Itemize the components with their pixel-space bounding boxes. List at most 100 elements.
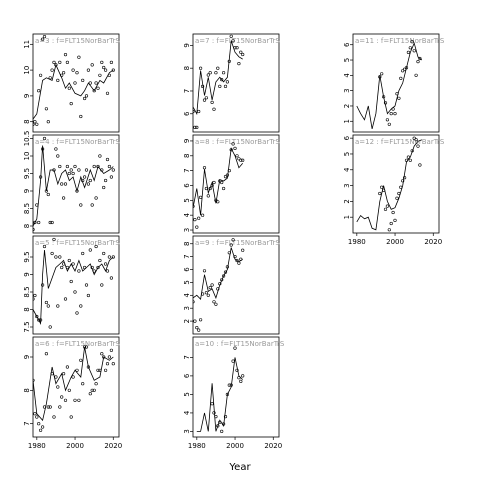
data-point [75,311,79,315]
data-point [38,428,43,432]
data-point [399,185,403,189]
data-point [46,405,50,409]
data-point [222,186,226,191]
data-point [33,120,37,124]
data-point [201,292,205,296]
data-point [378,75,382,79]
data-point [35,314,39,319]
data-point [60,395,64,399]
data-point [109,348,113,352]
data-point [37,318,41,322]
data-point [81,382,85,386]
data-point [71,171,75,176]
data-point [383,101,388,105]
data-point [235,46,239,50]
data-point [92,388,96,392]
data-point [69,279,73,284]
data-point [105,157,110,162]
data-point [201,84,205,88]
data-point [403,176,407,180]
data-point [88,392,92,396]
data-point [387,122,391,126]
y-tick-label: 1 [343,119,351,123]
panel-title: a=7 : f=FLT15NorBarTrS [195,37,280,45]
y-tick-label: 8 [23,388,31,392]
data-point [416,59,420,64]
data-point [107,255,111,259]
data-point [237,61,241,66]
data-point [199,318,203,322]
data-point [65,60,69,65]
data-point [42,244,47,249]
data-point [94,196,98,200]
y-tick-label: 6 [343,135,351,140]
y-tick-label: 7 [23,421,31,425]
data-point [225,173,229,177]
data-point [204,96,208,100]
data-point [237,376,241,380]
data-point [88,248,92,252]
panel-a-7: a=7 : f=FLT15NorBarTrS 6 7 8 9 [183,33,280,133]
panel-frame [352,33,440,133]
y-tick-label: 4 [183,212,191,217]
y-tick-label: 11 [23,40,31,49]
data-point [88,178,92,183]
data-point [231,359,235,363]
data-point [391,210,395,215]
y-tick-label: 2 [343,199,351,203]
data-point [90,203,94,207]
series-line [196,357,243,432]
data-point [40,425,45,429]
data-point [195,225,199,229]
data-point [220,180,224,185]
y-tick-label: 5 [343,152,351,156]
series-line [193,147,244,216]
data-point [33,220,37,225]
y-tick-label: 6 [183,183,191,188]
data-point [239,257,243,261]
data-point [84,94,89,98]
data-point [61,372,66,376]
data-point [412,136,416,140]
panel-a-11: a=11 : f=FLT15NorBarTrS 1 2 3 4 5 6 [343,33,445,133]
data-point [52,60,56,65]
data-point [404,158,409,162]
data-point [96,164,100,169]
y-tick-label: 7 [183,355,191,359]
data-point [233,46,237,50]
panel-frame [192,235,280,335]
data-point [241,248,245,252]
data-point [241,158,245,162]
data-point [202,98,207,102]
data-point [33,122,35,126]
data-point [98,73,102,77]
data-point [233,146,237,150]
data-point [403,67,407,71]
data-point [193,300,195,304]
data-point [44,300,49,305]
data-point [84,283,89,287]
data-point [73,290,77,294]
y-tick-label: 5 [343,58,351,62]
data-point [216,66,220,70]
x-tick-label: 2020 [104,442,122,450]
data-point [239,50,243,54]
panel-frame [32,336,120,438]
panel-a-6: a=6 : f=FLT15NorBarTrS 7 8 9 1980 2000 2020 [23,336,122,450]
data-point [410,40,414,44]
data-point [58,405,62,409]
x-tick-label: 2000 [226,442,244,450]
series-line [33,249,114,325]
data-point [105,269,110,273]
data-point [193,204,195,208]
data-point [395,196,399,200]
panel-frame [32,235,120,335]
data-point [73,398,77,402]
panel-frame [192,336,280,438]
data-point [222,71,226,75]
data-point [65,265,69,270]
data-point [111,68,115,72]
data-point [63,182,68,186]
series-line [356,41,423,129]
